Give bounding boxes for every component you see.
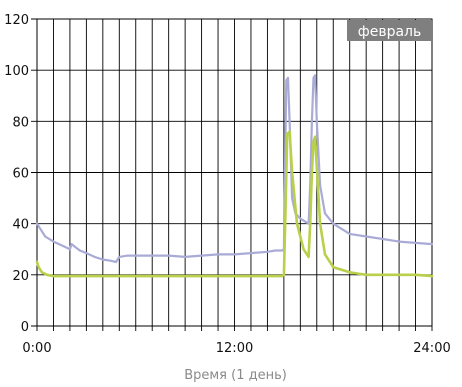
- x-axis-title: Время (1 день): [184, 368, 287, 383]
- month-badge-label: февраль: [358, 24, 422, 40]
- y-tick-label: 0: [21, 320, 29, 335]
- y-tick-label: 60: [12, 167, 29, 182]
- y-tick-label: 80: [12, 115, 29, 130]
- series-line-1: [35, 74, 434, 264]
- x-tick-label: 0:00: [22, 341, 51, 356]
- y-tick-label: 20: [12, 269, 29, 284]
- x-tick-label: 12:00: [216, 341, 253, 356]
- y-tick-label: 100: [4, 64, 29, 79]
- y-tick-label: 40: [12, 218, 29, 233]
- x-tick-label: 24:00: [413, 341, 450, 356]
- plot-frame: [36, 18, 433, 327]
- series-line-2: [35, 130, 434, 278]
- y-tick-label: 120: [4, 13, 29, 28]
- month-badge: [347, 20, 432, 41]
